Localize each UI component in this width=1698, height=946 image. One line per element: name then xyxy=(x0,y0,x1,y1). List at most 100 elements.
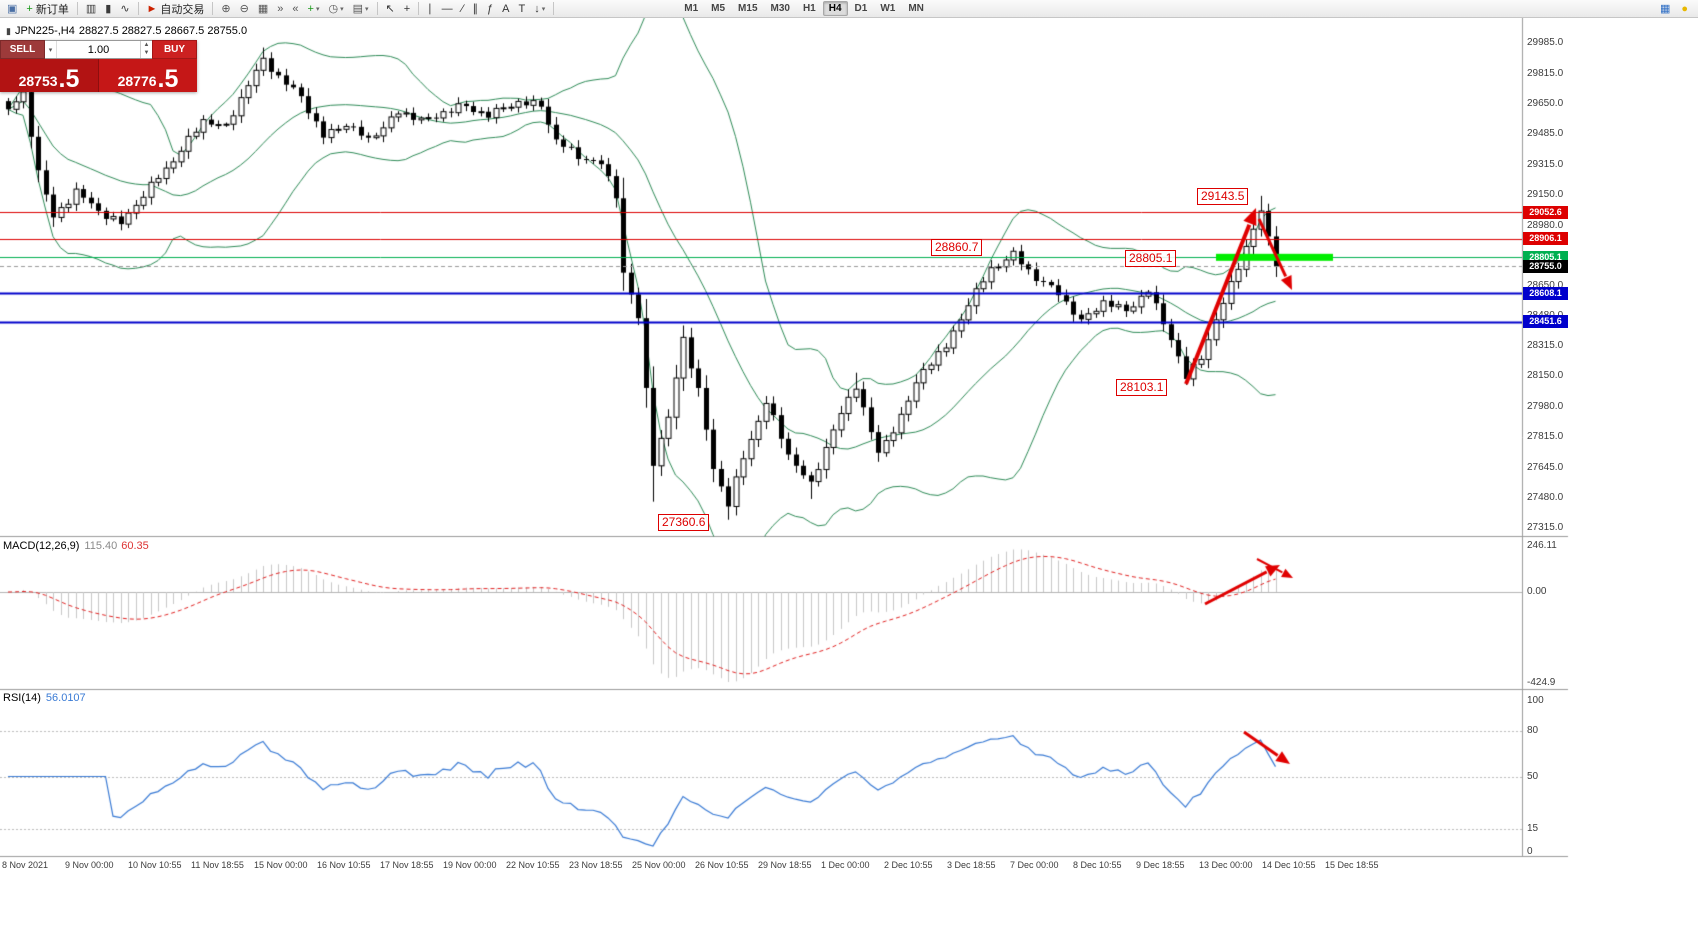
chart-window[interactable]: ▮ JPN225-,H4 28827.5 28827.5 28667.5 287… xyxy=(0,18,1698,946)
volume-input[interactable]: 1.00 xyxy=(87,43,110,56)
buy-price-fraction: .5 xyxy=(157,65,179,93)
volume-down-button[interactable]: ▼ xyxy=(143,50,150,56)
cursor-icon: ↖ xyxy=(385,2,395,15)
window-grid-button[interactable]: ▦ xyxy=(1656,1,1674,17)
tile-windows-icon: ▦ xyxy=(257,2,269,15)
channel-icon: ∥ xyxy=(472,2,479,15)
timeframe-button-m5[interactable]: M5 xyxy=(711,3,726,14)
timeframe-button-h1[interactable]: H1 xyxy=(802,3,816,14)
vertical-line-icon: ∣ xyxy=(427,2,433,15)
volume-up-button[interactable]: ▲ xyxy=(143,42,150,48)
sell-button[interactable]: SELL xyxy=(0,40,45,59)
price-annotation[interactable]: 29143.5 xyxy=(1197,188,1249,205)
periods-button[interactable]: ◷ ▾ xyxy=(324,1,347,17)
crosshair-icon: + xyxy=(403,2,411,15)
text-label-button[interactable]: T xyxy=(514,1,529,17)
horizontal-line-icon: — xyxy=(441,2,453,15)
price-annotation[interactable]: 28103.1 xyxy=(1116,379,1168,396)
toolbar-separator xyxy=(418,2,420,15)
toolbar-separator xyxy=(553,2,555,15)
text-label-icon: T xyxy=(518,2,526,15)
price-chart-canvas[interactable] xyxy=(0,18,1698,946)
new-chart-icon: ▣ xyxy=(7,2,18,15)
price-annotation[interactable]: 28805.1 xyxy=(1125,250,1177,267)
autotrading-button-label: 自动交易 xyxy=(160,3,205,16)
templates-icon: ▤ xyxy=(352,2,363,15)
indicators-icon: + xyxy=(307,2,314,15)
arrows-button[interactable]: ↓ ▾ xyxy=(530,1,549,17)
fibonacci-button[interactable]: ƒ xyxy=(483,1,497,17)
new-order-button[interactable]: + 新订单 xyxy=(22,1,72,17)
toolbar-separator xyxy=(376,2,378,15)
line-chart-button[interactable]: ∿ xyxy=(116,1,133,17)
text-button[interactable]: A xyxy=(498,1,513,17)
timeframe-button-mn[interactable]: MN xyxy=(908,3,924,14)
dropdown-caret-icon: ▾ xyxy=(315,5,320,13)
new-chart-button[interactable]: ▣ xyxy=(3,1,21,17)
auto-scroll-button[interactable]: » xyxy=(273,1,287,17)
zoom-out-button[interactable]: ⊖ xyxy=(236,1,253,17)
cursor-button[interactable]: ↖ xyxy=(382,1,399,17)
zoom-in-icon: ⊕ xyxy=(221,2,231,15)
timeframe-button-m1[interactable]: M1 xyxy=(684,3,699,14)
price-annotation[interactable]: 28860.7 xyxy=(931,239,983,256)
zoom-in-button[interactable]: ⊕ xyxy=(217,1,234,17)
horizontal-line-button[interactable]: — xyxy=(438,1,457,17)
sell-price-main: 28753 xyxy=(18,72,58,89)
toolbar-separator xyxy=(212,2,214,15)
indicators-button[interactable]: + ▾ xyxy=(304,1,324,17)
text-icon: A xyxy=(502,2,510,15)
zoom-out-icon: ⊖ xyxy=(239,2,249,15)
autotrading-icon: ► xyxy=(146,2,158,15)
new-order-button-label: 新订单 xyxy=(35,3,69,16)
sell-price[interactable]: 28753 .5 xyxy=(0,59,99,92)
templates-button[interactable]: ▤ ▾ xyxy=(349,1,373,17)
dropdown-caret-icon: ▾ xyxy=(365,5,369,13)
toolbar: ▣ + 新订单 ▥ ▮ ∿ ► 自动交易 ⊕ ⊖ ▦» «+ ▾ ◷ ▾ ▤ ▾ ↖ + ∣ — ∕ ∥ ƒ A T ↓ ▾ M1 M5… xyxy=(0,0,1698,18)
buy-price-main: 28776 xyxy=(117,72,157,89)
periods-icon: ◷ xyxy=(328,2,339,15)
autotrading-button[interactable]: ► 自动交易 xyxy=(143,1,209,17)
auto-scroll-icon: » xyxy=(277,2,284,15)
trendline-icon: ∕ xyxy=(461,2,464,15)
bar-chart-button[interactable]: ▥ xyxy=(82,1,100,17)
toolbar-buttons-group: ▣ + 新订单 ▥ ▮ ∿ ► 自动交易 ⊕ ⊖ ▦» «+ ▾ ◷ ▾ ▤ ▾ ↖ + ∣ — ∕ ∥ ƒ A T ↓ ▾ xyxy=(3,1,557,17)
trade-controls-row: SELL ▾ 1.00 ▲ ▼ BUY xyxy=(0,40,197,59)
dropdown-caret-icon: ▾ xyxy=(541,5,546,13)
trendline-button[interactable]: ∕ xyxy=(458,1,468,17)
window-grid-icon: ▦ xyxy=(1659,2,1671,15)
chart-ohlc-label: 28827.5 28827.5 28667.5 28755.0 xyxy=(78,25,248,37)
timeframe-button-m30[interactable]: M30 xyxy=(770,3,790,14)
crosshair-button[interactable]: + xyxy=(400,1,414,17)
tile-windows-button[interactable]: ▦ xyxy=(254,1,272,17)
chart-shift-icon: « xyxy=(292,2,299,15)
buy-price[interactable]: 28776 .5 xyxy=(99,59,197,92)
dropdown-caret-icon: ▾ xyxy=(340,5,344,13)
rsi-label: RSI(14) 56.0107 xyxy=(3,692,86,704)
timeframe-button-d1[interactable]: D1 xyxy=(854,3,868,14)
notification-icon: ● xyxy=(1681,2,1688,15)
timeframe-button-m15[interactable]: M15 xyxy=(738,3,758,14)
bar-chart-icon: ▥ xyxy=(85,2,97,15)
timeframe-button-h4[interactable]: H4 xyxy=(822,1,848,16)
new-order-icon: + xyxy=(26,2,33,15)
chart-symbol-label: JPN225-,H4 xyxy=(14,25,75,37)
timeframe-button-w1[interactable]: W1 xyxy=(880,3,896,14)
toolbar-separator xyxy=(137,2,139,15)
timeframe-group: M1 M5 M15 M30 H1 H4 D1 W1 MN xyxy=(678,1,930,16)
channel-button[interactable]: ∥ xyxy=(469,1,483,17)
arrows-icon: ↓ xyxy=(534,2,540,15)
toolbar-right-icons: ▦ ● xyxy=(1656,1,1695,17)
candlestick-icon: ▮ xyxy=(6,25,11,36)
vertical-line-button[interactable]: ∣ xyxy=(423,1,437,17)
chart-shift-button[interactable]: « xyxy=(288,1,302,17)
macd-label: MACD(12,26,9) 115.40 60.35 xyxy=(3,540,149,552)
volume-dropdown-icon[interactable]: ▾ xyxy=(45,41,57,58)
notification-button[interactable]: ● xyxy=(1677,1,1692,17)
price-annotation[interactable]: 27360.6 xyxy=(658,514,710,531)
candlestick-chart-button[interactable]: ▮ xyxy=(101,1,115,17)
buy-button[interactable]: BUY xyxy=(152,40,197,59)
toolbar-separator xyxy=(76,2,78,15)
sell-price-fraction: .5 xyxy=(58,65,80,93)
volume-spinner: ▲ ▼ xyxy=(140,41,152,58)
